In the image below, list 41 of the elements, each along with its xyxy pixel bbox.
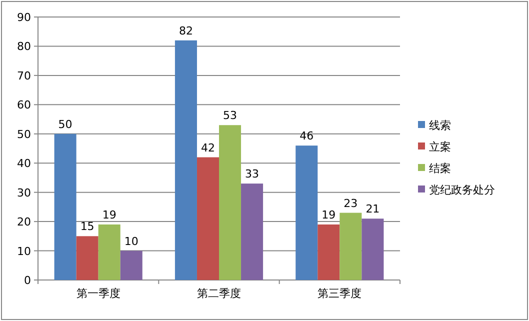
bar — [54, 134, 76, 280]
bar — [219, 125, 242, 280]
bar — [98, 224, 120, 280]
y-tick-label: 80 — [17, 40, 31, 54]
y-tick-label: 40 — [17, 157, 31, 170]
bar — [174, 40, 197, 280]
y-tick-label: 70 — [17, 69, 31, 82]
legend-label: 线索 — [429, 119, 451, 132]
x-tick-label: 第三季度 — [318, 287, 362, 300]
bar — [318, 224, 340, 280]
y-tick-label: 60 — [17, 98, 31, 112]
x-tick-label: 第二季度 — [197, 287, 241, 300]
data-label: 33 — [245, 168, 260, 181]
legend-label: 党纪政务处分 — [429, 184, 495, 196]
bar — [340, 212, 362, 280]
data-label: 82 — [178, 24, 193, 38]
data-label: 46 — [300, 130, 314, 143]
bar — [296, 146, 318, 280]
data-label: 53 — [223, 109, 238, 122]
data-label: 19 — [322, 208, 336, 222]
y-tick-label: 0 — [24, 274, 31, 287]
y-tick-label: 30 — [17, 186, 31, 200]
y-tick-label: 90 — [17, 11, 31, 24]
data-label: 23 — [344, 196, 358, 210]
y-tick-label: 50 — [17, 128, 31, 141]
bar — [241, 184, 264, 280]
data-label: 50 — [58, 118, 72, 131]
bar — [196, 157, 219, 280]
legend-label: 结案 — [429, 162, 451, 175]
y-tick-label: 20 — [17, 216, 31, 229]
bar — [76, 236, 98, 280]
data-label: 10 — [124, 234, 138, 248]
data-label: 19 — [102, 208, 116, 222]
data-label: 21 — [366, 202, 380, 216]
legend-label: 立案 — [429, 140, 451, 154]
y-tick-label: 10 — [17, 244, 31, 258]
bar — [120, 250, 142, 280]
bar — [362, 218, 384, 280]
x-tick-label: 第一季度 — [76, 287, 120, 300]
data-label: 42 — [200, 141, 215, 154]
data-label: 15 — [80, 220, 94, 234]
